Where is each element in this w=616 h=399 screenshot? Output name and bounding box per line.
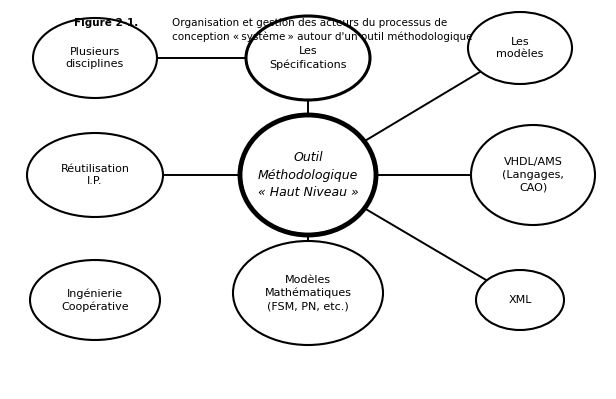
Text: Les
Spécifications: Les Spécifications <box>269 46 347 70</box>
Ellipse shape <box>33 18 157 98</box>
Ellipse shape <box>471 125 595 225</box>
Text: Réutilisation
I.P.: Réutilisation I.P. <box>60 164 129 186</box>
Text: Organisation et gestion des acteurs du processus de
conception « système » autou: Organisation et gestion des acteurs du p… <box>172 18 473 42</box>
Ellipse shape <box>246 16 370 100</box>
Text: XML: XML <box>508 295 532 305</box>
Text: Figure 2-1.: Figure 2-1. <box>74 18 138 28</box>
Text: Ingénierie
Coopérative: Ingénierie Coopérative <box>61 288 129 312</box>
Ellipse shape <box>27 133 163 217</box>
Text: Modèles
Mathématiques
(FSM, PN, etc.): Modèles Mathématiques (FSM, PN, etc.) <box>264 275 352 311</box>
Text: VHDL/AMS
(Langages,
CAO): VHDL/AMS (Langages, CAO) <box>502 157 564 193</box>
Ellipse shape <box>476 270 564 330</box>
Text: Les
modèles: Les modèles <box>496 37 544 59</box>
Ellipse shape <box>30 260 160 340</box>
Text: Outil
Méthodologique
« Haut Niveau »: Outil Méthodologique « Haut Niveau » <box>257 151 359 199</box>
Ellipse shape <box>240 115 376 235</box>
Ellipse shape <box>468 12 572 84</box>
Ellipse shape <box>233 241 383 345</box>
Text: Plusieurs
disciplines: Plusieurs disciplines <box>66 47 124 69</box>
